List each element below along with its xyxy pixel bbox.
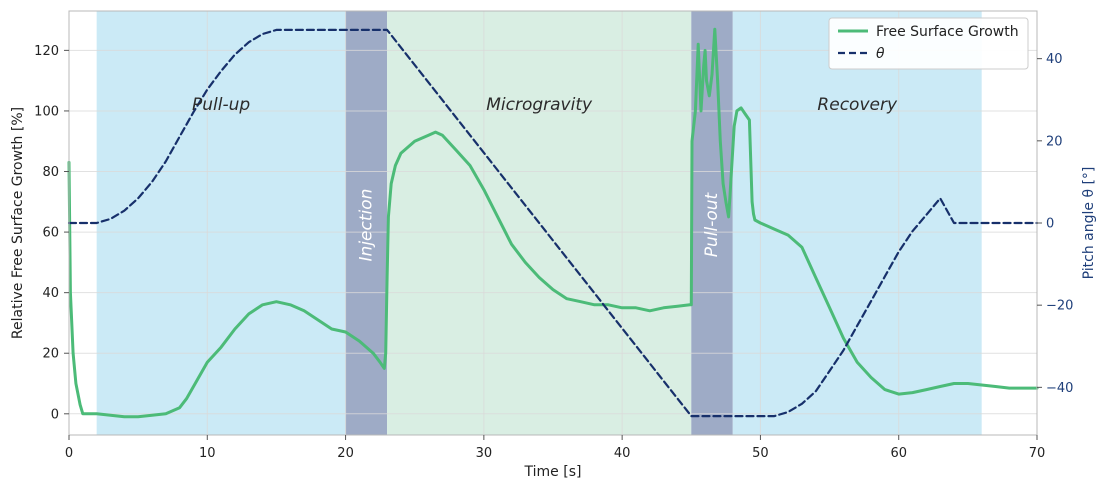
series-line-theta	[67, 28, 1039, 418]
y-left-axis-ticks: 0 20 40 60 80 100 120	[34, 44, 69, 422]
legend-label-free-surface-growth: Free Surface Growth	[876, 24, 1019, 40]
x-tick-label: 10	[199, 446, 216, 461]
x-tick-label: 60	[890, 446, 907, 461]
y-left-tick-label: 20	[42, 347, 59, 362]
x-tick-label: 40	[614, 446, 631, 461]
x-axis-ticks: 0 10 20 30 40 50 60 70	[65, 435, 1045, 461]
legend: Free Surface Growth θ	[828, 17, 1029, 70]
y-left-tick-label: 0	[51, 407, 59, 422]
y-left-tick-label: 80	[42, 165, 59, 180]
x-tick-label: 30	[476, 446, 493, 461]
y-right-tick-label: −20	[1046, 299, 1073, 314]
legend-label-theta: θ	[876, 46, 885, 62]
region-label-pull-out: Pull-out	[702, 191, 722, 257]
y-left-axis-label: Relative Free Surface Growth [%]	[10, 107, 26, 339]
y-right-tick-label: −40	[1046, 381, 1073, 396]
y-left-tick-label: 60	[42, 226, 59, 241]
region-label-microgravity: Microgravity	[486, 95, 593, 115]
x-tick-label: 70	[1029, 446, 1046, 461]
x-tick-label: 50	[752, 446, 769, 461]
region-label-recovery: Recovery	[817, 95, 898, 115]
series-line-free-surface-growth	[67, 27, 1039, 419]
y-left-tick-label: 40	[42, 286, 59, 301]
y-right-axis-ticks: −40 −20 0 20 40	[1037, 52, 1073, 396]
y-right-tick-label: 20	[1046, 134, 1063, 149]
legend-box	[828, 17, 1029, 70]
x-tick-label: 0	[65, 446, 73, 461]
region-recovery	[732, 11, 982, 435]
x-tick-label: 20	[337, 446, 354, 461]
shaded-regions	[96, 11, 982, 435]
region-pull-up	[96, 11, 346, 435]
region-label-injection: Injection	[356, 189, 376, 262]
y-left-tick-label: 120	[34, 44, 59, 59]
y-right-tick-label: 40	[1046, 52, 1063, 67]
y-right-tick-label: 0	[1046, 217, 1054, 232]
region-label-pull-up: Pull-up	[192, 95, 250, 115]
y-right-axis-label: Pitch angle θ [°]	[1081, 167, 1097, 280]
y-left-tick-label: 100	[34, 104, 59, 119]
region-labels: Pull-up Injection Microgravity Pull-out Reco…	[192, 95, 898, 261]
x-axis-label: Time [s]	[524, 464, 582, 480]
series-lines	[67, 27, 1039, 419]
